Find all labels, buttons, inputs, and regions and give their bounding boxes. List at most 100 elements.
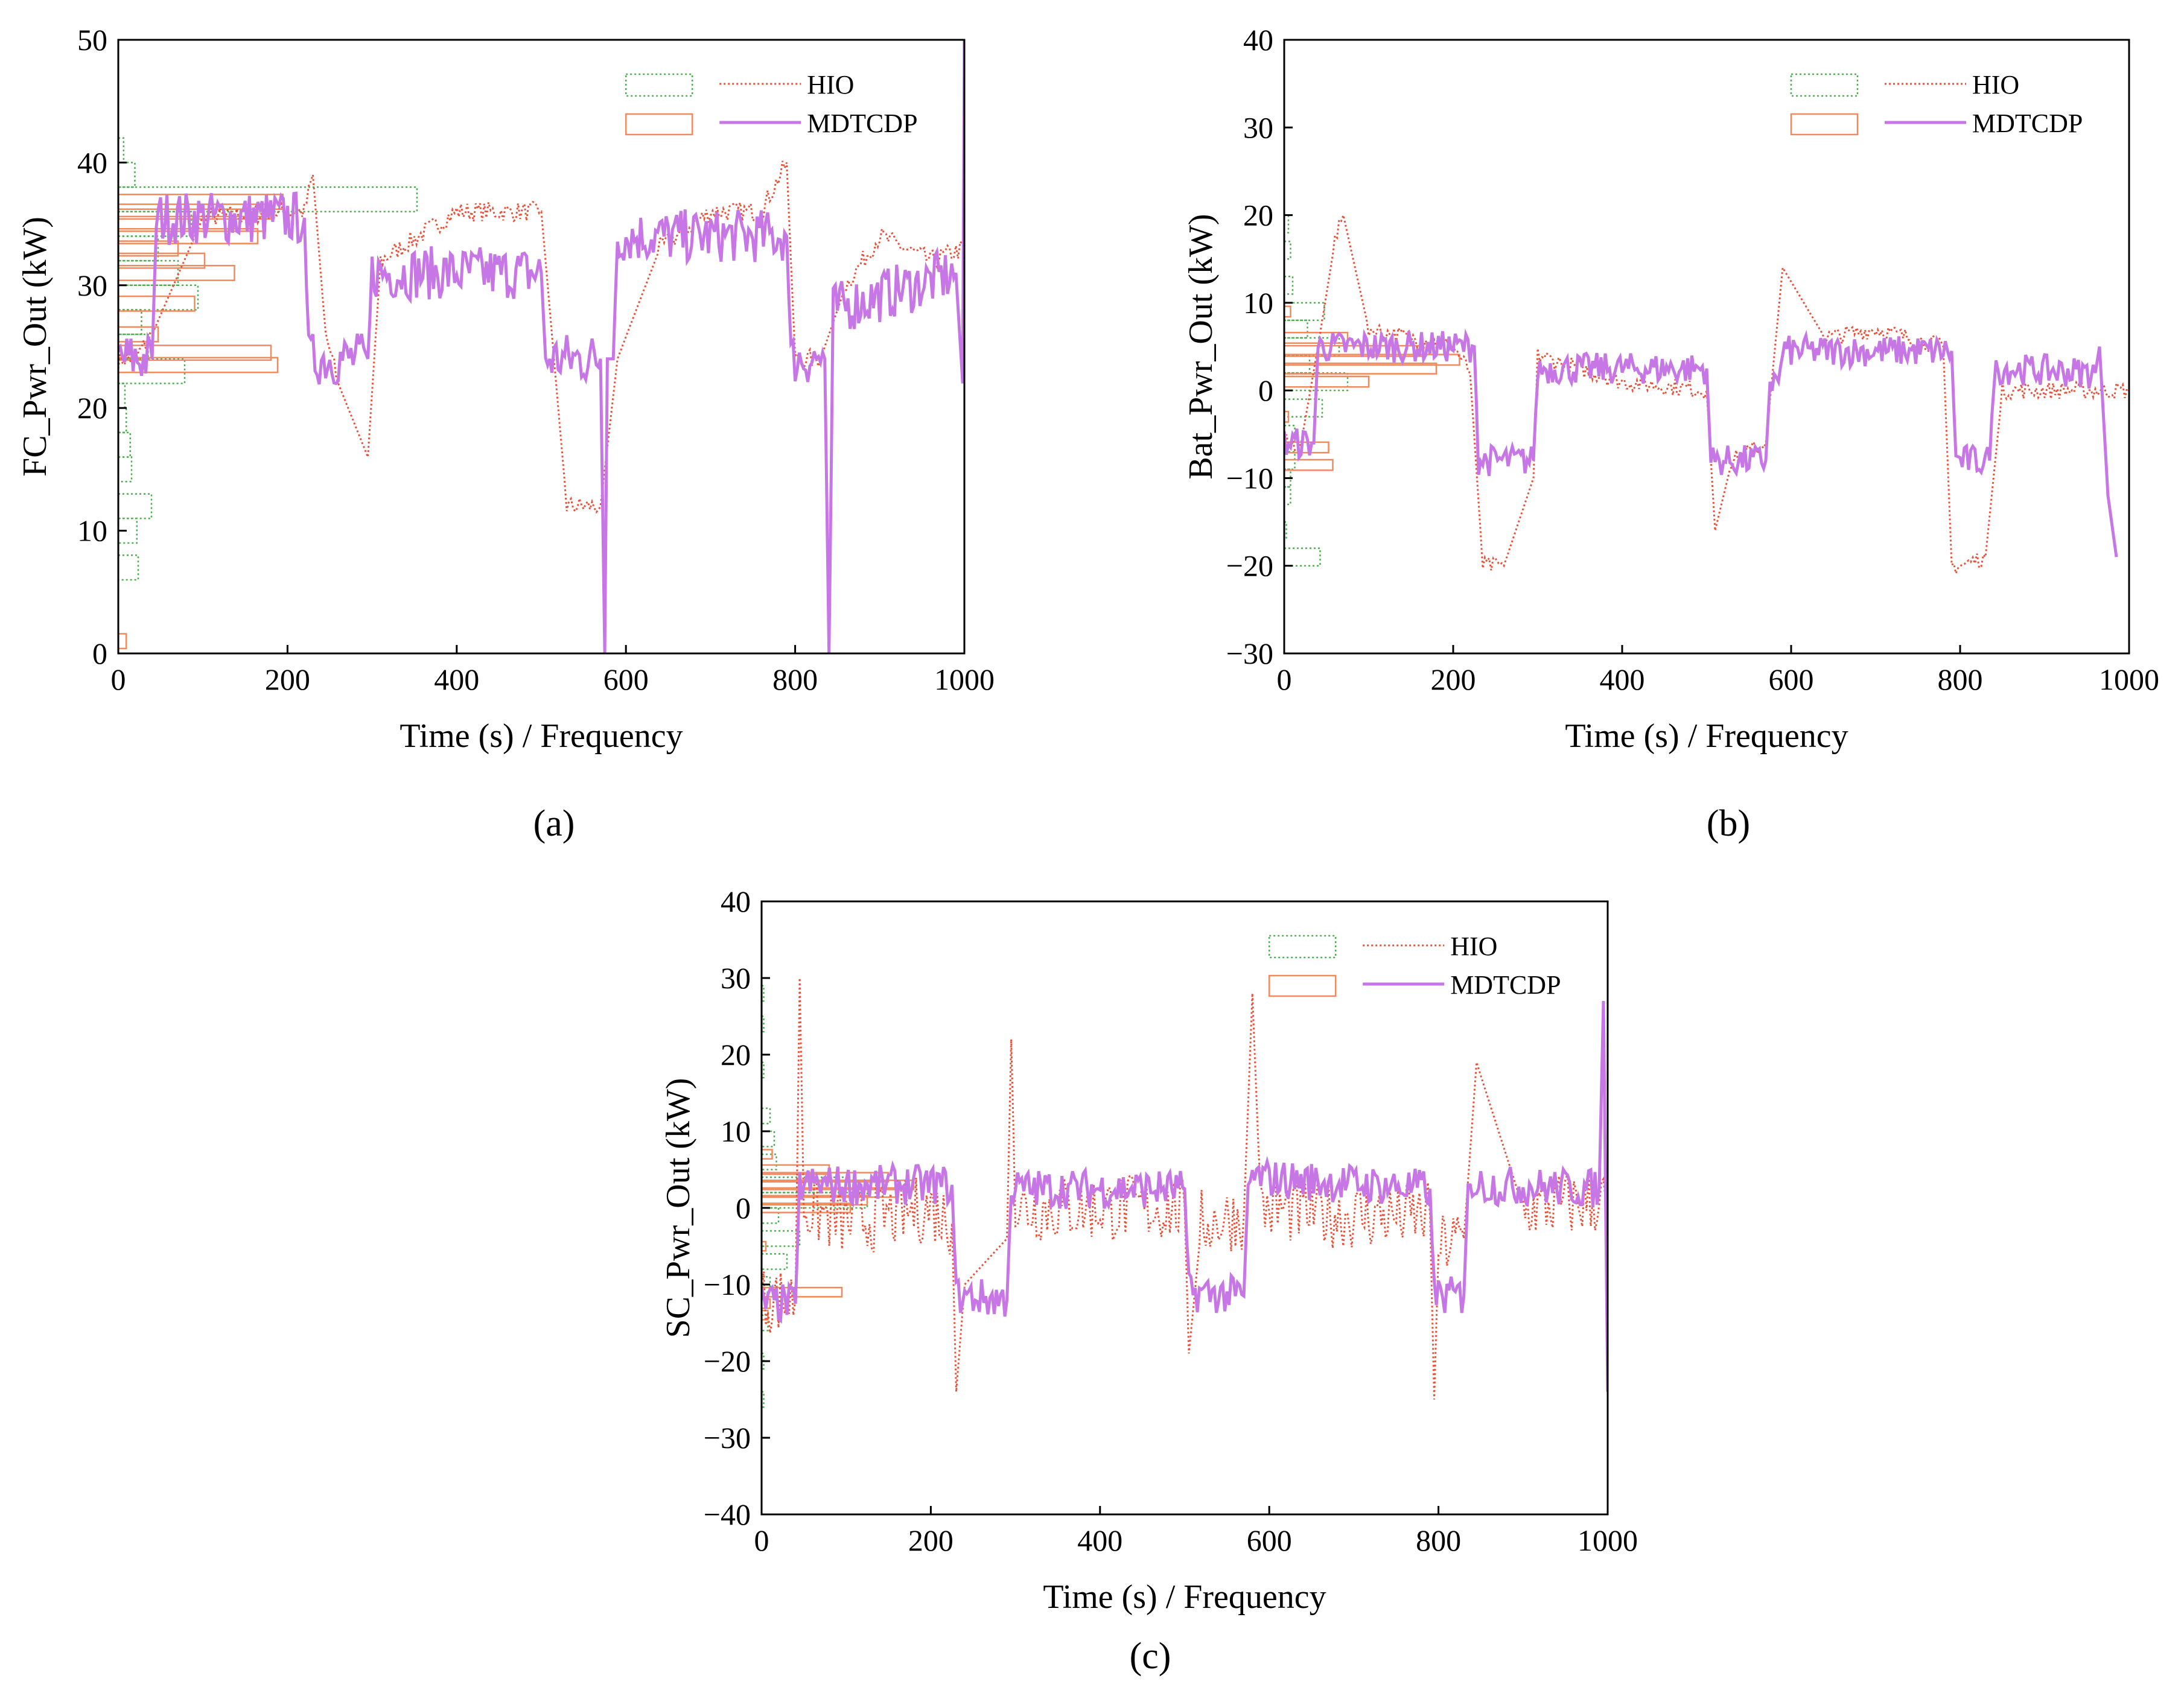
mdtcdp-histogram-bar bbox=[1284, 362, 1437, 375]
y-tick-label: 30 bbox=[1243, 110, 1273, 144]
x-tick-label: 400 bbox=[434, 662, 479, 696]
hio-histogram-bar bbox=[118, 431, 132, 458]
hio-histogram-bar bbox=[118, 211, 193, 237]
hio-histogram-bar bbox=[1284, 468, 1291, 488]
y-tick-label: 10 bbox=[1243, 286, 1273, 320]
plot-area bbox=[762, 977, 1608, 1408]
y-tick-label: −30 bbox=[704, 1421, 751, 1455]
mdtcdp-histogram-bar bbox=[118, 252, 206, 269]
hio-histogram-bar bbox=[118, 137, 125, 164]
x-axis-title: Time (s) / Frequency bbox=[1565, 717, 1848, 755]
y-tick-label: −20 bbox=[704, 1344, 751, 1378]
x-tick-label: 800 bbox=[1938, 662, 1983, 696]
legend-hio-histogram-swatch bbox=[625, 73, 693, 97]
y-tick-label: 30 bbox=[77, 268, 107, 302]
hio-histogram-bar bbox=[118, 554, 139, 581]
hio-histogram-bar bbox=[118, 407, 127, 434]
mdtcdp-histogram-bar bbox=[1284, 375, 1370, 388]
y-tick-label: 20 bbox=[721, 1038, 751, 1072]
mdtcdp-histogram-bar bbox=[762, 1195, 868, 1206]
hio-histogram-bar bbox=[1284, 521, 1287, 541]
hio-histogram-bar bbox=[118, 284, 199, 311]
x-tick-label: 1000 bbox=[2099, 662, 2159, 696]
y-tick-label: 0 bbox=[736, 1191, 751, 1225]
x-tick-label: 1000 bbox=[934, 662, 995, 696]
hio-histogram-bar bbox=[118, 456, 133, 483]
mdtcdp-histogram-bar bbox=[762, 1149, 773, 1160]
mdtcdp-series-line bbox=[762, 1001, 1608, 1392]
mdtcdp-histogram-bar bbox=[118, 227, 259, 244]
y-axis-title: SC_Pwr_Out (kW) bbox=[660, 1078, 697, 1338]
hio-histogram-bar bbox=[1284, 337, 1340, 357]
mdtcdp-series-line bbox=[118, 40, 964, 653]
axes-frame bbox=[1283, 39, 2130, 655]
mdtcdp-histogram-bar bbox=[118, 265, 235, 281]
hio-histogram-bar bbox=[1284, 302, 1325, 322]
legend-label-hio: HIO bbox=[807, 70, 854, 100]
hio-histogram-bar bbox=[762, 1176, 847, 1193]
x-tick-label: 600 bbox=[1769, 662, 1814, 696]
hio-histogram-bar bbox=[118, 186, 418, 213]
x-tick-label: 800 bbox=[772, 662, 818, 696]
hio-histogram-bar bbox=[762, 1391, 765, 1408]
x-tick-label: 600 bbox=[603, 662, 649, 696]
y-tick-label: 20 bbox=[1243, 199, 1273, 232]
hio-histogram-bar bbox=[762, 985, 765, 1002]
y-tick-label: 40 bbox=[1243, 23, 1273, 57]
y-tick-label: −10 bbox=[1226, 461, 1273, 495]
y-tick-label: 30 bbox=[721, 961, 751, 995]
hio-histogram-bar bbox=[1284, 425, 1296, 444]
panel-label: (b) bbox=[1707, 803, 1750, 844]
hio-series-line bbox=[1284, 212, 2129, 577]
x-tick-label: 400 bbox=[1600, 662, 1645, 696]
mdtcdp-histogram-bar bbox=[118, 240, 179, 257]
y-tick-label: 10 bbox=[77, 514, 107, 548]
x-tick-label: 0 bbox=[1277, 662, 1292, 696]
y-tick-label: −20 bbox=[1226, 549, 1273, 583]
legend-hio-histogram-swatch bbox=[1268, 935, 1337, 959]
hio-histogram-bar bbox=[1284, 276, 1294, 295]
y-axis-title: FC_Pwr_Out (kW) bbox=[16, 217, 54, 477]
legend-label-mdtcdp: MDTCDP bbox=[807, 109, 917, 138]
hio-histogram-bar bbox=[118, 383, 126, 409]
hio-histogram-bar bbox=[118, 259, 179, 287]
hio-histogram-bar bbox=[118, 235, 159, 262]
x-tick-label: 200 bbox=[1431, 662, 1476, 696]
hio-histogram-bar bbox=[762, 1192, 868, 1209]
x-axis-title: Time (s) / Frequency bbox=[1043, 1578, 1326, 1616]
legend-label-hio: HIO bbox=[1972, 70, 2019, 100]
y-tick-label: −40 bbox=[704, 1497, 751, 1531]
y-tick-label: −10 bbox=[704, 1268, 751, 1301]
hio-histogram-bar bbox=[762, 1276, 771, 1293]
mdtcdp-histogram-bar bbox=[1284, 410, 1290, 423]
hio-histogram-bar bbox=[762, 1153, 777, 1170]
panel-label: (c) bbox=[1130, 1636, 1171, 1677]
hio-histogram-bar bbox=[118, 162, 136, 188]
hio-histogram-bar bbox=[1284, 486, 1291, 506]
hio-histogram-bar bbox=[762, 1107, 771, 1125]
mdtcdp-histogram-bar bbox=[118, 357, 279, 373]
x-tick-label: 400 bbox=[1077, 1523, 1122, 1557]
chart-panel-c: 0 200 400 600 800 1000 −40 −30 −20 −10 0 10 20 30 40 Ti… bbox=[660, 885, 1638, 1677]
x-tick-label: 0 bbox=[754, 1523, 769, 1557]
hio-histogram-bar bbox=[118, 358, 186, 384]
hio-histogram-bar bbox=[762, 1061, 765, 1079]
hio-series-line bbox=[118, 160, 964, 514]
hio-histogram-bar bbox=[762, 1253, 788, 1270]
legend-mdtcdp-histogram-swatch bbox=[1268, 974, 1337, 997]
legend-label-mdtcdp: MDTCDP bbox=[1972, 109, 2083, 138]
legend-mdtcdp-histogram-swatch bbox=[625, 113, 693, 136]
y-tick-label: 0 bbox=[1258, 373, 1273, 407]
mdtcdp-histogram-bar bbox=[1284, 305, 1291, 318]
axes-frame bbox=[117, 39, 966, 655]
x-tick-label: 0 bbox=[111, 662, 126, 696]
mdtcdp-histogram-bar bbox=[762, 1202, 852, 1213]
mdtcdp-histogram-bar bbox=[118, 345, 272, 361]
hio-histogram-bar bbox=[762, 1207, 780, 1224]
plot-area bbox=[118, 40, 964, 653]
mdtcdp-histogram-bar bbox=[1284, 459, 1334, 471]
hio-histogram-bar bbox=[118, 309, 142, 335]
x-tick-label: 1000 bbox=[1578, 1523, 1638, 1557]
y-tick-label: 0 bbox=[92, 637, 107, 670]
